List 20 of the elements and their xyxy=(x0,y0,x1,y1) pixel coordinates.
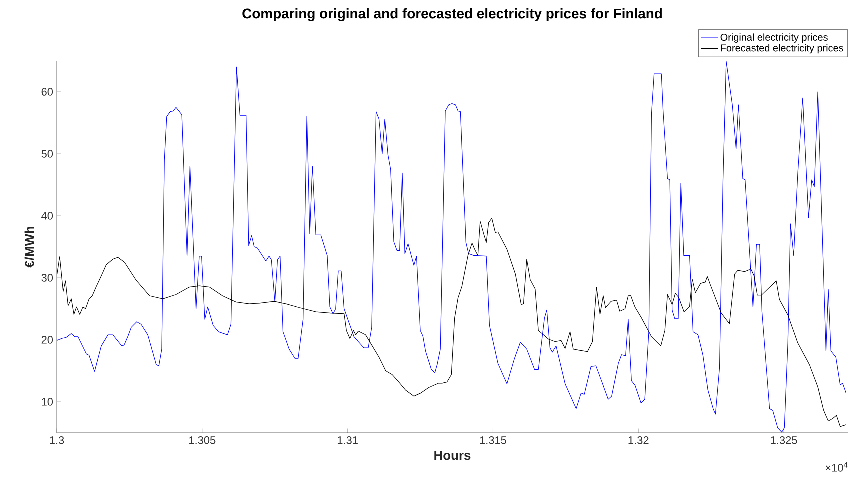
line-series xyxy=(57,218,847,428)
y-tick-label: 20 xyxy=(42,336,54,344)
x-tick-label: 1.3 xyxy=(50,436,64,444)
text: ×10$^{4}$ xyxy=(826,462,848,472)
legend-label: Forecasted electricity prices xyxy=(721,44,844,54)
y-tick-label: 50 xyxy=(42,150,54,158)
y-tick-label: 30 xyxy=(42,274,54,282)
y-tick-label: 60 xyxy=(42,88,54,96)
x-axis-title: Hours xyxy=(434,451,471,460)
x-tick-label: 1.325 xyxy=(771,436,798,444)
x-tick-label: 1.315 xyxy=(480,436,506,444)
y-axis-title: €/MWh xyxy=(24,226,34,268)
x-tick-label: 1.32 xyxy=(628,436,649,444)
chart-title: Comparing original and forecasted electricity prices for Finland xyxy=(242,8,662,22)
y-tick-label: 10 xyxy=(42,398,54,406)
y-tick-label: 40 xyxy=(42,212,54,220)
line-series xyxy=(57,61,847,433)
legend-label: Original electricity prices xyxy=(720,34,828,43)
x-tick-label: 1.305 xyxy=(190,436,216,444)
x-tick-label: 1.31 xyxy=(338,436,358,444)
